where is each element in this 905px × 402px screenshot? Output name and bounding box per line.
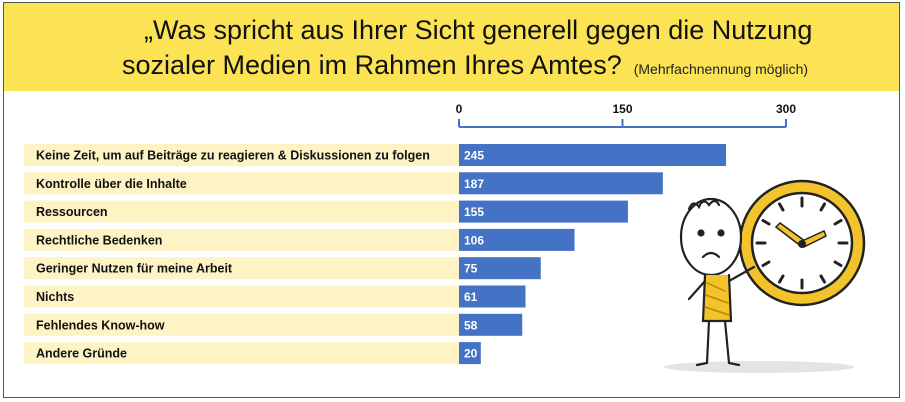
x-tick-label: 150 — [612, 102, 632, 116]
category-label: Keine Zeit, um auf Beiträge zu reagieren… — [36, 149, 430, 163]
category-row-background — [24, 172, 459, 195]
category-row-background — [24, 342, 459, 365]
category-label: Fehlendes Know-how — [36, 318, 165, 332]
x-tick-label: 300 — [776, 102, 796, 116]
x-tick-label: 0 — [456, 102, 463, 116]
bar-value-label: 75 — [464, 262, 478, 276]
stick-figure-with-clock-illustration — [664, 179, 866, 373]
category-label: Ressourcen — [36, 205, 108, 219]
bar-value-label: 245 — [464, 149, 484, 163]
bar-value-label: 106 — [464, 233, 484, 247]
bar-value-label: 187 — [464, 177, 484, 191]
category-row-background — [24, 257, 459, 280]
bar — [459, 342, 481, 365]
category-label: Rechtliche Bedenken — [36, 233, 162, 247]
floor-shadow — [664, 361, 854, 373]
bar-chart: 0 150 300 Keine Zeit, um auf Beiträge zu re… — [24, 102, 796, 365]
bar — [459, 144, 727, 166]
category-row-background — [24, 144, 459, 166]
category-row-background — [24, 313, 459, 336]
bar-value-label: 155 — [464, 205, 484, 219]
title-banner: „Was spricht aus Ihrer Sicht generell ge… — [4, 3, 899, 91]
bar — [459, 172, 663, 195]
category-row-background — [24, 285, 459, 308]
category-row-background — [24, 228, 459, 251]
title-line-2: sozialer Medien im Rahmen Ihres Amtes? (M… — [122, 50, 808, 81]
stick-figure — [679, 197, 756, 367]
category-label: Geringer Nutzen für meine Arbeit — [36, 262, 233, 276]
bar-value-label: 58 — [464, 318, 478, 332]
bar — [459, 228, 575, 251]
bar — [459, 257, 541, 280]
title-line-2-text: sozialer Medien im Rahmen Ihres Amtes? — [122, 50, 622, 80]
bar-value-label: 61 — [464, 290, 478, 304]
category-row-background — [24, 200, 459, 223]
bar — [459, 200, 628, 223]
subtitle: (Mehrfachnennung möglich) — [633, 61, 809, 77]
title-line-1: „Was spricht aus Ihrer Sicht generell ge… — [144, 15, 813, 45]
infographic: „Was spricht aus Ihrer Sicht generell ge… — [3, 2, 900, 398]
bar-value-label: 20 — [464, 347, 478, 361]
category-label: Nichts — [36, 290, 74, 304]
clock-icon — [738, 179, 866, 307]
category-label: Andere Gründe — [36, 347, 127, 361]
bar — [459, 313, 523, 336]
category-label: Kontrolle über die Inhalte — [36, 177, 187, 191]
bar — [459, 285, 526, 308]
